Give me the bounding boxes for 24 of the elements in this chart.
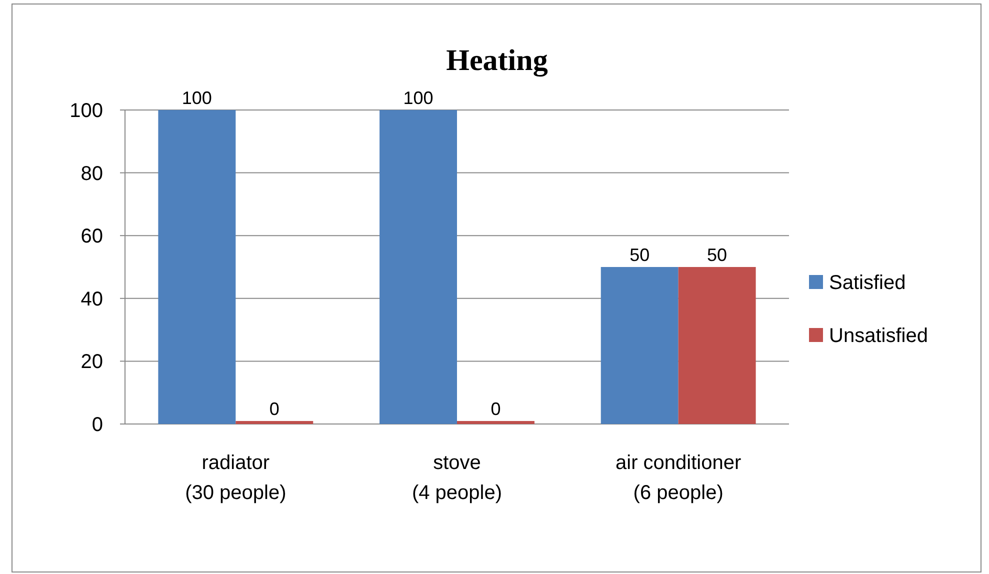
legend-label: Unsatisfied [829, 325, 928, 347]
bar [457, 421, 534, 424]
y-tick-label: 0 [92, 414, 103, 436]
data-label: 100 [403, 88, 434, 108]
data-label: 100 [182, 88, 212, 108]
bar [678, 267, 756, 424]
y-tick-label: 60 [80, 226, 103, 248]
data-label: 0 [490, 399, 501, 419]
legend-label: Satisfied [829, 272, 906, 294]
bar [380, 110, 457, 424]
chart-title: Heating [446, 44, 548, 77]
data-label: 50 [707, 245, 728, 265]
data-label: 50 [630, 245, 650, 265]
y-tick-label: 40 [80, 288, 103, 310]
x-tick-label: stove (4 people) [412, 452, 502, 504]
bar [236, 421, 314, 424]
y-tick-label: 80 [80, 162, 103, 185]
x-tick-label: air conditioner (6 people) [616, 452, 742, 504]
bar [600, 267, 678, 424]
x-tick-label: radiator (30 people) [185, 452, 286, 504]
y-tick-label: 100 [70, 100, 103, 122]
data-label: 0 [269, 399, 280, 419]
y-tick-label: 20 [80, 351, 103, 374]
bar [158, 110, 236, 424]
